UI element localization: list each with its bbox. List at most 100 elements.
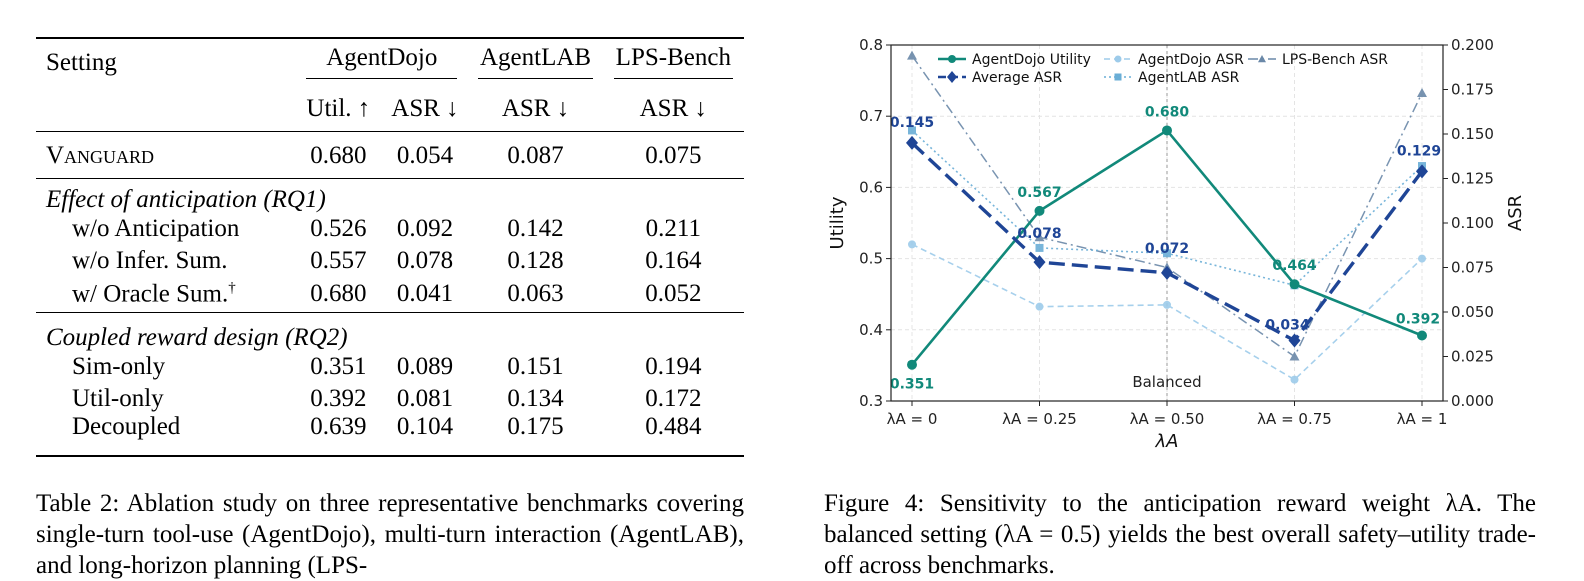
cell-asr-lpsbench: 0.164: [645, 246, 702, 274]
series-point: [1417, 88, 1427, 98]
cell-asr-agentdojo: 0.104: [396, 413, 454, 440]
cell-asr-agentlab: 0.142: [507, 214, 564, 242]
table-row: Util-only 0.392 0.081 0.134 0.172: [36, 382, 744, 414]
header-lpsbench-label: LPS-Bench: [613, 45, 733, 79]
data-label-average-asr: 0.078: [1017, 226, 1061, 242]
legend-label: LPS-Bench ASR: [1282, 52, 1388, 68]
cell-asr-agentdojo: 0.041: [396, 280, 454, 308]
subheader-asr-lpsbench: ASR ↓: [639, 94, 708, 122]
y-tick-label-left: 0.5: [859, 250, 883, 268]
header-group-agentdojo: AgentDojo: [295, 38, 468, 85]
series-point: [1258, 55, 1266, 63]
series-point: [1163, 249, 1171, 258]
cell-asr-agentdojo: 0.054: [396, 141, 454, 169]
header-agentlab-label: AgentLAB: [477, 45, 594, 79]
data-label-utility: 0.680: [1145, 104, 1190, 120]
cell-asr-lpsbench: 0.052: [645, 280, 702, 308]
y-tick-label-right: 0.050: [1451, 303, 1494, 321]
series-point: [1417, 330, 1427, 341]
cell-asr-lpsbench: 0.075: [645, 141, 702, 169]
series-average-asr: [906, 135, 1428, 348]
x-axis-label: λA: [1155, 431, 1179, 452]
series-point: [1416, 164, 1428, 179]
y-axis-label-right: ASR: [1505, 195, 1526, 231]
data-label-average-asr: 0.034: [1265, 317, 1310, 333]
table-row: w/o Infer. Sum. 0.557 0.078 0.128 0.164: [36, 244, 744, 276]
table-row: w/ Oracle Sum.† 0.680 0.041 0.063 0.052: [36, 276, 744, 312]
legend-item: LPS-Bench ASR: [1248, 52, 1388, 68]
header-agentdojo-label: AgentDojo: [306, 45, 458, 79]
legend-item: Average ASR: [938, 70, 1062, 86]
x-tick-label: λA = 0.50: [1130, 410, 1205, 428]
series-point: [1033, 255, 1046, 270]
y-tick-label-right: 0.175: [1451, 81, 1494, 99]
table-row: Decoupled 0.639 0.104 0.175 0.484: [36, 414, 744, 456]
figure-caption: Figure 4: Sensitivity to the anticipatio…: [824, 490, 1536, 579]
series-point: [947, 71, 957, 83]
x-tick-label: λA = 1: [1397, 410, 1448, 428]
legend-label: AgentDojo Utility: [972, 52, 1091, 68]
y-tick-label-right: 0.150: [1451, 125, 1494, 143]
series-point: [1289, 351, 1300, 361]
series-point: [1418, 254, 1426, 263]
row-name: w/o Infer. Sum.: [72, 246, 228, 274]
series-lines: [906, 50, 1428, 384]
cell-util: 0.351: [310, 352, 367, 380]
series-agentdojo-utility: [907, 125, 1427, 370]
series-point: [1035, 302, 1044, 311]
series-point: [1114, 73, 1122, 81]
cell-asr-agentdojo: 0.089: [396, 352, 454, 380]
section-title: Coupled reward design (RQ2): [46, 324, 348, 351]
y-tick-label-right: 0.075: [1451, 259, 1494, 277]
header-group-lpsbench: LPS-Bench: [603, 38, 744, 85]
cell-asr-lpsbench: 0.211: [645, 214, 701, 242]
series-agentdojo-asr: [908, 240, 1426, 384]
y-tick-label-left: 0.7: [859, 107, 883, 125]
table-row: Sim-only 0.351 0.089 0.151 0.194: [36, 350, 744, 382]
cell-asr-lpsbench: 0.172: [645, 384, 702, 412]
series-point: [1163, 300, 1171, 309]
legend-label: AgentLAB ASR: [1138, 70, 1240, 86]
legend-label: Average ASR: [972, 70, 1062, 86]
series-point: [1288, 333, 1301, 348]
row-name: Decoupled: [72, 413, 181, 440]
table-row: Vanguard 0.680 0.054 0.087 0.075: [36, 131, 744, 179]
series-point: [1034, 205, 1045, 216]
y-tick-label-left: 0.3: [859, 392, 883, 410]
y-tick-label-right: 0.000: [1451, 392, 1494, 410]
ablation-table: Setting AgentDojo AgentLAB LPS-Bench Uti…: [36, 37, 744, 457]
legend-label: AgentDojo ASR: [1138, 52, 1244, 68]
series-point: [1114, 55, 1122, 63]
series-point: [1035, 243, 1044, 252]
legend: AgentDojo Utility AgentDojo ASR LPS-Bench …: [938, 52, 1388, 86]
legend-item: AgentLAB ASR: [1104, 70, 1240, 86]
dagger-mark: †: [228, 280, 236, 297]
row-name: Util-only: [72, 384, 164, 412]
data-label-average-asr: 0.129: [1397, 143, 1441, 159]
cell-asr-agentlab: 0.151: [507, 352, 564, 380]
row-name: w/o Anticipation: [72, 214, 240, 242]
series-line: [911, 55, 1423, 358]
x-tick-label: λA = 0.75: [1257, 410, 1332, 428]
legend-item: AgentDojo Utility: [938, 52, 1091, 68]
cell-asr-lpsbench: 0.194: [645, 352, 702, 380]
series-point: [1162, 125, 1172, 136]
subheader-util: Util. ↑: [306, 94, 371, 122]
subheader-asr-agentdojo: ASR ↓: [391, 94, 459, 122]
series-point: [907, 359, 917, 370]
header-setting: Setting: [46, 48, 117, 76]
y-tick-label-right: 0.200: [1451, 36, 1494, 54]
y-tick-label-right: 0.025: [1451, 348, 1494, 366]
cell-util: 0.680: [310, 280, 367, 308]
ablation-table-grid: Setting AgentDojo AgentLAB LPS-Bench Uti…: [36, 37, 744, 457]
data-label-utility: 0.392: [1396, 311, 1440, 327]
x-tick-label: λA = 0.25: [1002, 410, 1077, 428]
row-name: w/ Oracle Sum.: [72, 280, 229, 308]
subheader-asr-agentlab: ASR ↓: [501, 94, 570, 122]
cell-asr-agentlab: 0.063: [507, 280, 564, 308]
cell-util: 0.639: [310, 413, 367, 440]
x-tick-label: λA = 0: [887, 410, 938, 428]
series-point: [1290, 375, 1299, 384]
cell-util: 0.557: [310, 246, 367, 274]
y-axis-label-left: Utility: [827, 196, 848, 249]
